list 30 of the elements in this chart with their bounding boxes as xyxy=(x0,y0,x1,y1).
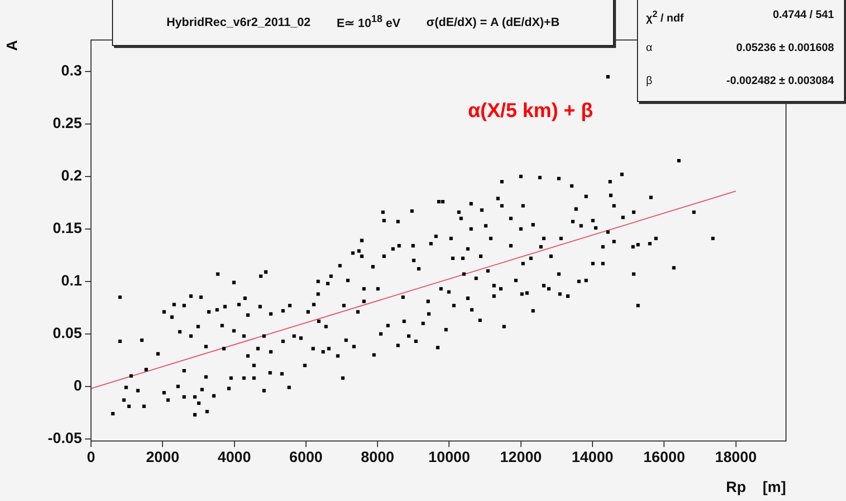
x-tick-label: 8000 xyxy=(360,449,394,466)
annotation: α(X/5 km) + β xyxy=(468,100,594,123)
x-axis-title: Rp [m] xyxy=(726,479,786,496)
chart-title: HybridRec_v6r2_2011_02 xyxy=(166,15,311,29)
annotation: -0.002482 ± 0.003084 xyxy=(726,75,834,87)
annotation: β xyxy=(646,75,652,87)
x-tick-label: 12000 xyxy=(500,449,542,466)
y-tick-label: 0.1 xyxy=(61,272,82,290)
y-tick-label: -0.05 xyxy=(48,430,82,448)
annotation: 0.05236 ± 0.001608 xyxy=(736,42,834,54)
x-tick-label: 0 xyxy=(86,449,96,466)
x-tick-label: 14000 xyxy=(572,449,614,466)
y-tick-label: 0 xyxy=(74,378,82,395)
x-tick-label: 18000 xyxy=(714,449,757,466)
x-tick-label: 4000 xyxy=(218,449,251,466)
text: χ$^{2}$ / ndf xyxy=(646,9,684,25)
x-tick-label: 6000 xyxy=(289,449,323,466)
annotation: α xyxy=(646,42,652,54)
x-tick-label: 10000 xyxy=(428,449,470,466)
heading-panel: HybridRec_v6r2_2011_02 E≃ 10$^{18}$ eV σ(dE/dX) = A (dE/dX)+B xyxy=(112,0,614,46)
x-tick-label: 16000 xyxy=(643,449,686,466)
y-tick-label: 0.05 xyxy=(52,325,82,342)
y-tick-label: 0.3 xyxy=(61,62,82,80)
y-tick-label: 0.2 xyxy=(61,168,82,185)
y-axis-title: A xyxy=(4,40,22,51)
y-tick-label: 0.15 xyxy=(52,220,82,238)
chart-subtitle: E≃ 10$^{18}$ eV xyxy=(336,14,400,30)
x-tick-label: 2000 xyxy=(146,449,180,466)
text: 0.4744 / 541 xyxy=(772,9,834,21)
y-tick-label: 0.25 xyxy=(52,115,82,132)
